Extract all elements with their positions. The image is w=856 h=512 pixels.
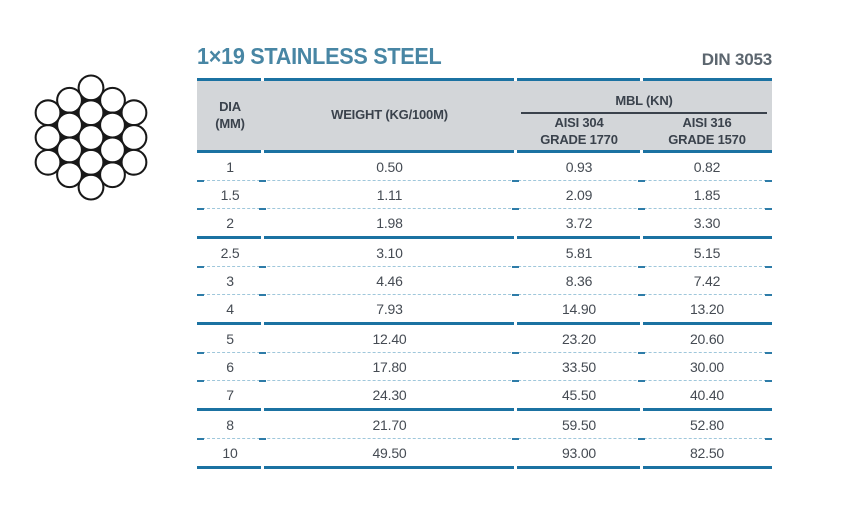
dia-label-line2: (MM) [215,115,245,131]
cell-aisi304: 33.50 [561,358,597,375]
group-separator-rule [197,322,772,325]
cell-aisi304: 3.72 [565,214,593,231]
table-row: 7 24.30 45.50 40.40 [197,381,772,408]
column-header-dia: DIA (MM) [197,81,263,150]
aisi304-label-line2: GRADE 1770 [540,132,618,147]
cell-aisi304: 2.09 [565,186,593,203]
aisi316-label-line2: GRADE 1570 [668,132,746,147]
page-title: 1×19 STAINLESS STEEL [197,43,442,69]
mbl-subcolumns: AISI 304 GRADE 1770 AISI 316 GRADE 1570 [516,114,772,150]
cell-aisi316: 20.60 [689,330,725,347]
column-header-aisi316: AISI 316 GRADE 1570 [642,114,772,150]
mbl-underline [521,112,767,114]
table-body: 1 0.50 0.93 0.82 1.5 1.11 2.09 1.85 2 1.… [197,153,772,469]
cell-aisi316: 40.40 [689,386,725,403]
table-row: 3 4.46 8.36 7.42 [197,267,772,294]
cell-aisi304: 14.90 [561,300,597,317]
spec-table: DIA (MM) WEIGHT (KG/100M) MBL (KN) AISI … [197,78,772,469]
cell-weight: 0.50 [376,158,403,175]
cell-aisi304: 45.50 [561,386,597,403]
cell-aisi316: 0.82 [693,158,721,175]
cell-aisi304: 59.50 [561,416,597,433]
cell-dia: 4 [226,300,234,317]
row-separator-rule [197,208,772,210]
cell-weight: 21.70 [372,416,407,433]
table-row: 8 21.70 59.50 52.80 [197,411,772,438]
cell-weight: 1.98 [376,214,403,231]
row-separator-rule [197,380,772,382]
center-wire [77,124,105,151]
cell-aisi316: 52.80 [689,416,725,433]
din-standard-label: DIN 3053 [701,50,772,69]
row-separator-rule [197,352,772,354]
table-row: 1 0.50 0.93 0.82 [197,153,772,180]
cell-dia: 1 [226,158,234,175]
cell-aisi316: 13.20 [689,300,725,317]
group-separator-rule [197,236,772,239]
cell-dia: 10 [222,444,238,461]
weight-label: WEIGHT (KG/100M) [331,107,448,123]
wire-rope-diagram [34,74,148,201]
table-header: DIA (MM) WEIGHT (KG/100M) MBL (KN) AISI … [197,81,772,150]
row-separator-rule [197,294,772,296]
cell-dia: 1.5 [220,186,240,203]
table-row: 2 1.98 3.72 3.30 [197,209,772,236]
cell-aisi304: 0.93 [565,158,593,175]
row-separator-rule [197,180,772,182]
title-bar: 1×19 STAINLESS STEEL DIN 3053 [197,38,772,69]
table-row: 1.5 1.11 2.09 1.85 [197,181,772,208]
table-top-rule [197,78,772,81]
cell-dia: 8 [226,416,234,433]
table-row: 10 49.50 93.00 82.50 [197,439,772,466]
cell-dia: 2 [226,214,234,231]
table-row: 2.5 3.10 5.81 5.15 [197,239,772,266]
aisi304-label-line1: AISI 304 [554,115,604,131]
column-header-aisi304: AISI 304 GRADE 1770 [516,114,642,150]
cell-aisi316: 5.15 [693,244,721,261]
group-separator-rule [197,408,772,411]
cell-dia: 3 [226,272,234,289]
table-row: 4 7.93 14.90 13.20 [197,295,772,322]
column-group-mbl: MBL (KN) AISI 304 GRADE 1770 AISI 316 GR… [516,81,772,150]
row-separator-rule [197,266,772,268]
row-separator-rule [197,438,772,440]
cell-weight: 49.50 [372,444,407,461]
cell-aisi316: 3.30 [693,214,721,231]
cell-aisi304: 23.20 [561,330,597,347]
cell-dia: 2.5 [220,244,240,261]
cell-aisi316: 7.42 [693,272,721,289]
cell-aisi304: 5.81 [565,244,593,261]
cell-aisi304: 93.00 [561,444,597,461]
cell-weight: 12.40 [372,330,407,347]
cell-dia: 7 [226,386,234,403]
cell-weight: 4.46 [376,272,403,289]
table-header-bottom-rule [197,150,772,153]
dia-label-line1: DIA [219,98,241,114]
cell-weight: 1.11 [376,186,403,203]
aisi316-label-line1: AISI 316 [682,115,732,131]
content-column: 1×19 STAINLESS STEEL DIN 3053 DIA (MM) W… [197,38,772,469]
cell-aisi316: 1.85 [693,186,721,203]
cell-weight: 17.80 [372,358,407,375]
cell-aisi316: 30.00 [689,358,725,375]
cell-weight: 3.10 [376,244,403,261]
table-row: 6 17.80 33.50 30.00 [197,353,772,380]
column-header-weight: WEIGHT (KG/100M) [263,81,516,150]
table-row: 5 12.40 23.20 20.60 [197,325,772,352]
cell-dia: 5 [226,330,234,347]
cell-weight: 24.30 [372,386,407,403]
mbl-group-label: MBL (KN) [615,93,673,108]
group-separator-rule [197,466,772,469]
cell-aisi304: 8.36 [565,272,593,289]
cell-dia: 6 [226,358,234,375]
cell-weight: 7.93 [376,300,403,317]
cell-aisi316: 82.50 [689,444,725,461]
